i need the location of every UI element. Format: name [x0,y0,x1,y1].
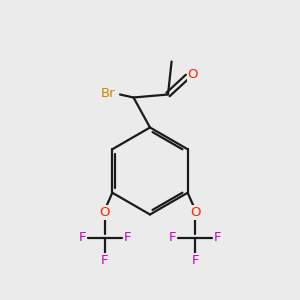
Text: F: F [124,231,131,244]
Text: O: O [188,68,198,81]
Text: F: F [169,231,176,244]
Text: F: F [191,254,199,267]
Text: F: F [214,231,221,244]
Text: O: O [100,206,110,219]
Text: F: F [79,231,86,244]
Text: F: F [101,254,109,267]
Text: Br: Br [101,86,115,100]
Text: O: O [190,206,200,219]
